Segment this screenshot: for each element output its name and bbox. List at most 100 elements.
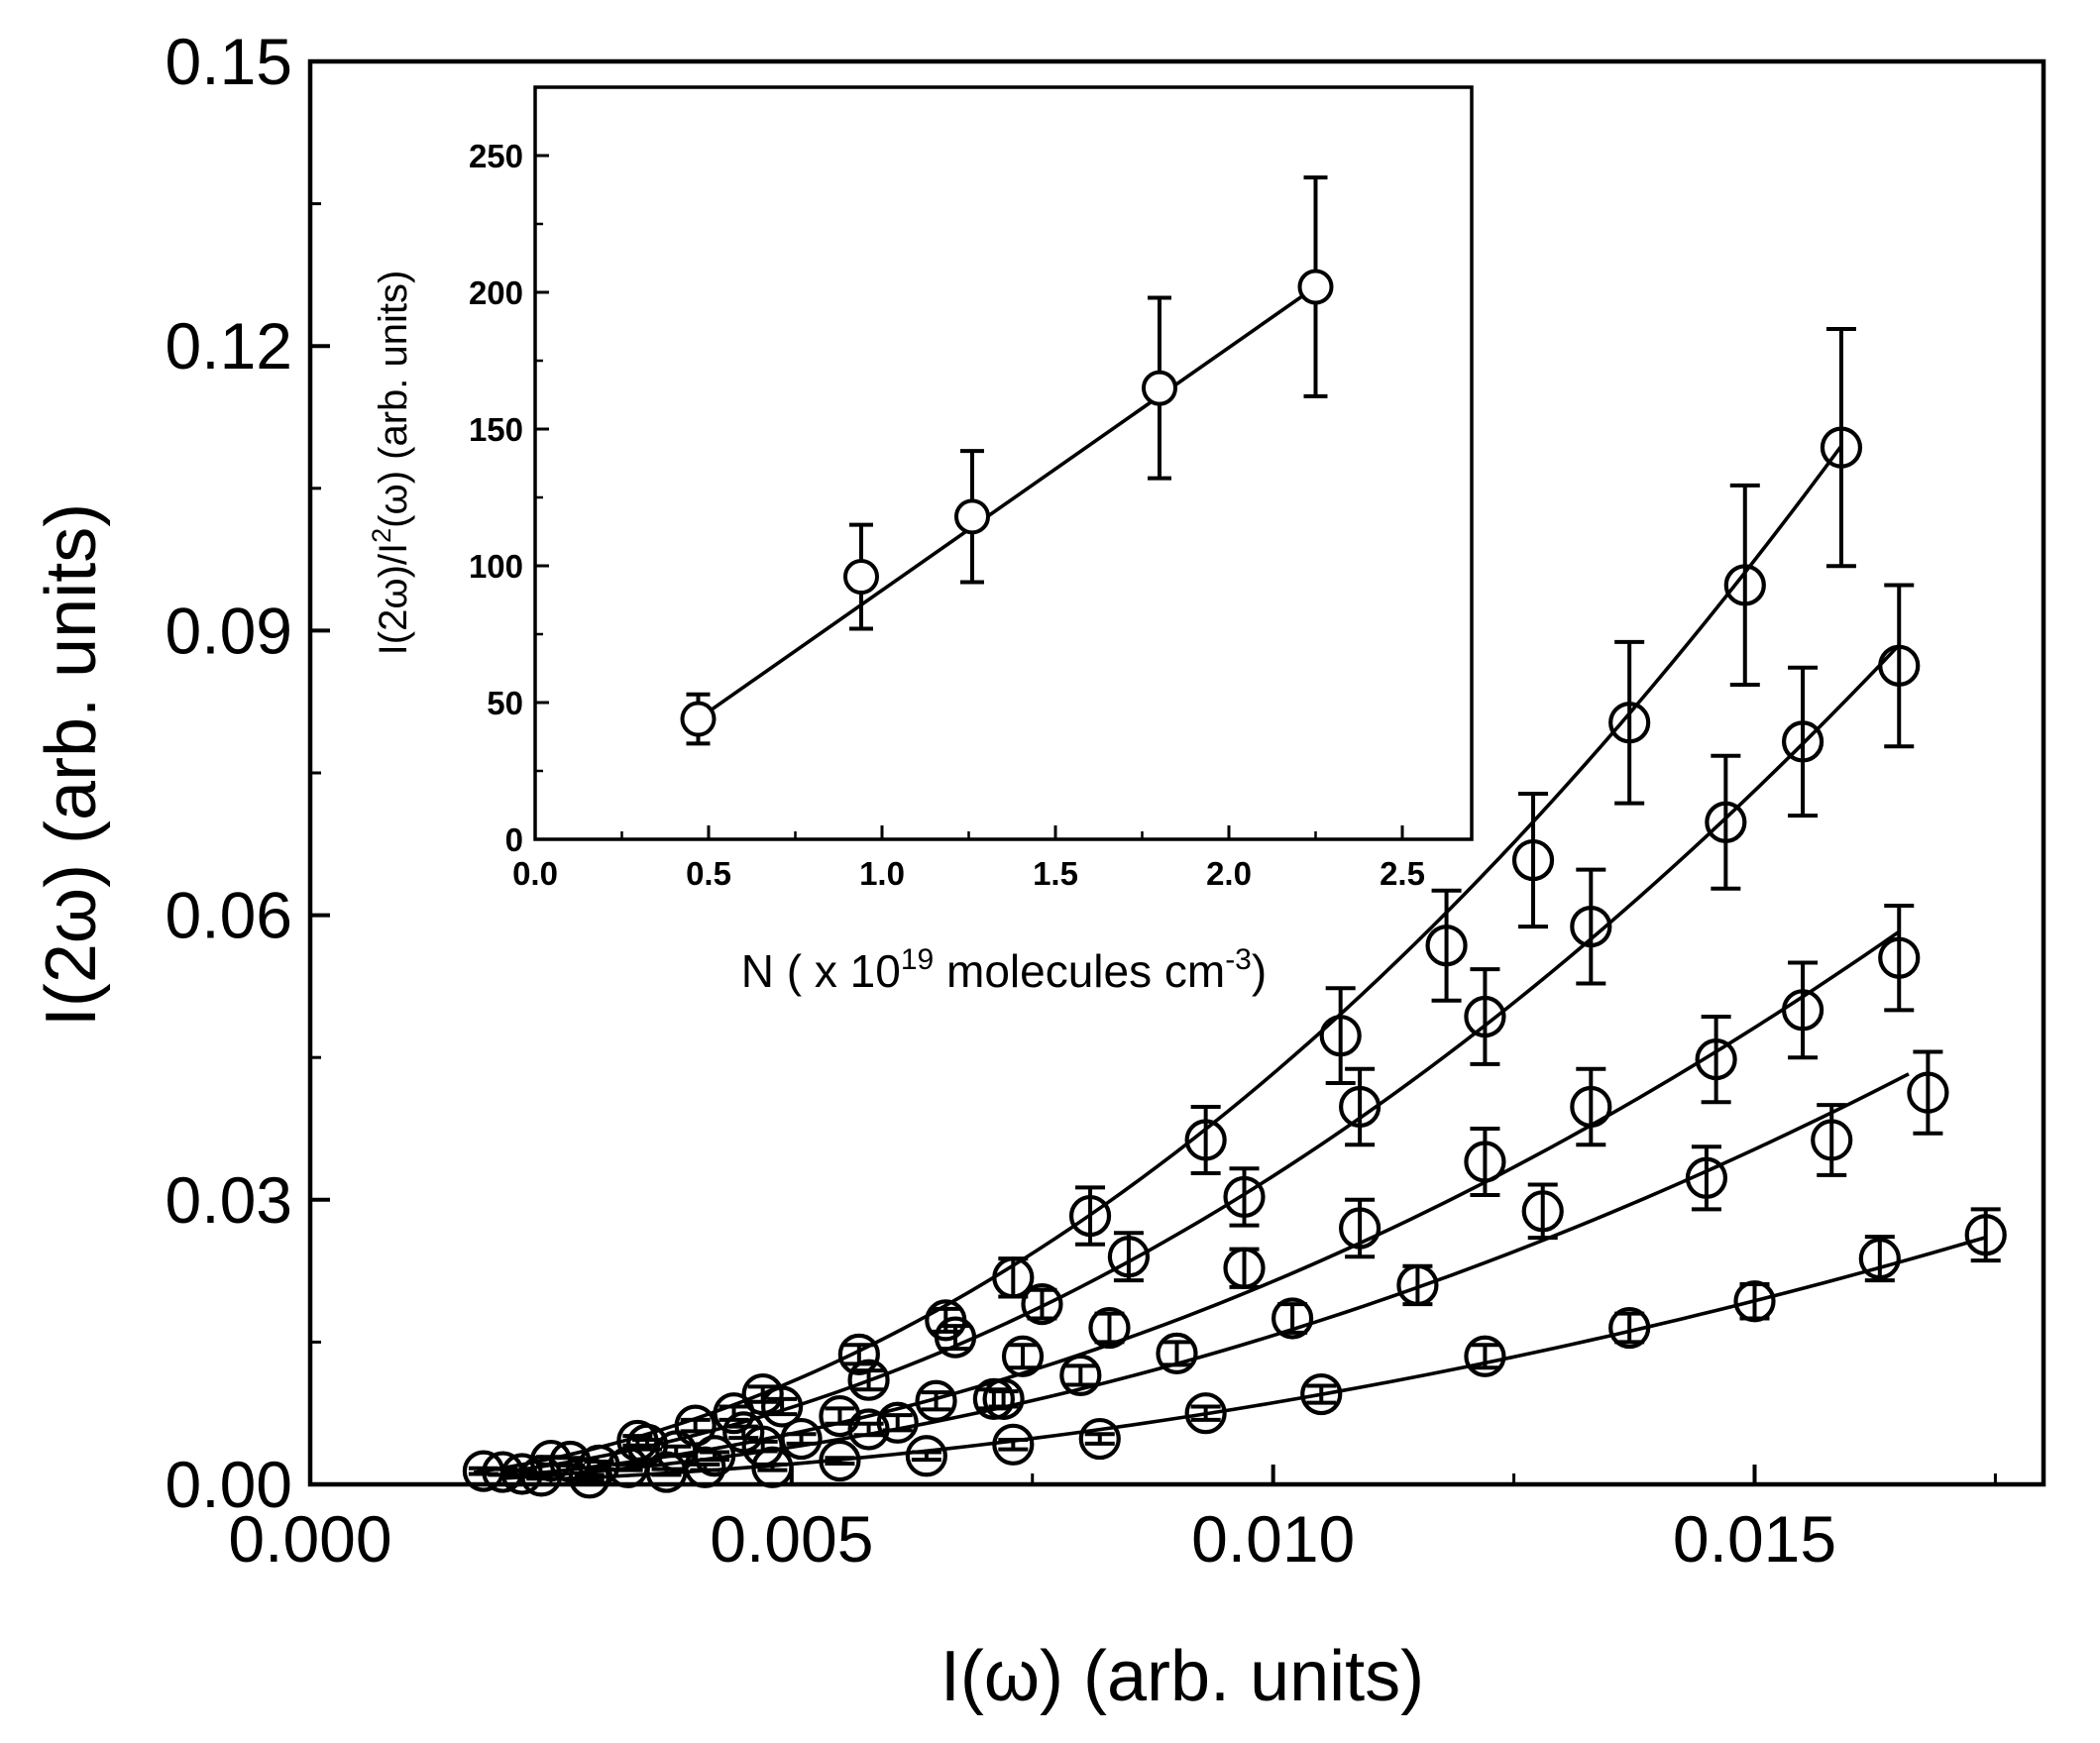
scatter-marker (1001, 1335, 1045, 1377)
x-tick-label: 0.010 (1191, 1502, 1355, 1576)
data-point (1319, 986, 1362, 1086)
scatter-marker (1156, 1332, 1198, 1374)
scatter-marker (780, 1417, 823, 1461)
data-point (1425, 888, 1468, 1003)
data-point (1570, 867, 1612, 986)
scatter-marker (1570, 905, 1612, 948)
inset-y-tick-label: 0 (505, 821, 523, 858)
data-point (1608, 639, 1651, 806)
scatter-marker (1021, 1283, 1063, 1326)
scatter-marker (1858, 1238, 1901, 1280)
scatter-marker (568, 1457, 610, 1499)
scatter-marker (1733, 1280, 1776, 1323)
scatter-marker (1570, 1085, 1612, 1129)
data-point (780, 1417, 823, 1461)
scatter-marker (1878, 936, 1921, 979)
scatter-marker (1059, 1354, 1102, 1397)
series-4-fit-curve (502, 1072, 1910, 1480)
series-5 (550, 1207, 2007, 1499)
inset-x-tick-label: 2.5 (1380, 855, 1425, 892)
data-point (1511, 792, 1555, 929)
inset-data-point (954, 449, 990, 585)
data-point (1059, 1354, 1102, 1397)
data-point (992, 1423, 1035, 1466)
data-point (1811, 1103, 1853, 1177)
inset-background (535, 87, 1472, 839)
scatter-marker (992, 1423, 1035, 1466)
data-point (1781, 665, 1824, 818)
scatter-marker (1300, 1372, 1343, 1416)
scatter-marker (693, 1435, 736, 1477)
scatter-marker (819, 1439, 861, 1482)
data-point (1464, 967, 1506, 1066)
data-point (1733, 1280, 1776, 1323)
scatter-marker (1297, 269, 1334, 305)
data-point (1858, 1235, 1901, 1283)
scatter-marker (1142, 370, 1177, 406)
inset-plot: 0.0 0.5 1.0 1.5 2.0 2.5 0 50 100 150 200 250 N ( x … (367, 85, 1474, 997)
data-point (1608, 1306, 1651, 1350)
data-point (761, 1385, 804, 1428)
scatter-marker (905, 1435, 947, 1477)
inset-x-tick-label: 1.5 (1033, 855, 1078, 892)
data-point (1068, 1185, 1112, 1247)
inset-ylabel-suffix: (ω) (arb. units) (372, 271, 415, 528)
data-point (1339, 1066, 1382, 1147)
data-point (1223, 1247, 1266, 1289)
scatter-marker (680, 701, 717, 737)
data-point (1685, 1144, 1728, 1212)
inset-data-point (843, 522, 879, 631)
scatter-marker (1820, 426, 1863, 469)
scatter-marker (1339, 1207, 1382, 1250)
x-tick-label: 0.000 (228, 1502, 391, 1576)
data-point (1184, 1104, 1227, 1175)
series-2-fit-curve (502, 643, 1901, 1474)
data-point (1907, 1049, 1949, 1136)
scatter-marker (847, 1408, 890, 1451)
data-point (934, 1316, 977, 1359)
inset-x-tick-label: 2.0 (1206, 855, 1252, 892)
inset-data-point (680, 692, 717, 746)
y-tick-label: 0.09 (166, 594, 292, 667)
scatter-marker (713, 1392, 755, 1435)
main-x-axis-label: I(ω) (arb. units) (940, 1637, 1424, 1716)
scatter-marker (1088, 1306, 1131, 1350)
scatter-marker (1425, 925, 1468, 967)
scatter-marker (1464, 995, 1506, 1038)
inset-y-axis-label: I(2ω)/I2(ω) (arb. units) (367, 271, 415, 656)
scatter-marker (1685, 1156, 1728, 1199)
scatter-marker (1068, 1194, 1112, 1238)
scatter-marker (1907, 1071, 1949, 1114)
main-y-axis-label: I(2ω) (arb. units) (32, 503, 111, 1027)
data-point (1464, 1335, 1506, 1377)
scatter-marker (1964, 1214, 2007, 1256)
scatter-marker (1811, 1119, 1853, 1161)
scatter-marker (954, 498, 990, 535)
data-point (1570, 1066, 1612, 1147)
scatter-marker (972, 1377, 1015, 1420)
scatter-marker (1271, 1297, 1314, 1340)
scatter-marker (1511, 838, 1555, 882)
data-point (1464, 1127, 1506, 1198)
inset-y-tick-label: 250 (469, 138, 523, 174)
scatter-marker (1521, 1190, 1564, 1233)
inset-xlabel-suffix: ) (1252, 945, 1267, 997)
data-point (819, 1439, 861, 1482)
scatter-marker (1695, 1038, 1737, 1081)
scatter-marker (837, 1333, 880, 1375)
scatter-marker (1223, 1175, 1266, 1219)
y-tick-label: 0.12 (166, 309, 292, 382)
scatter-marker (1184, 1119, 1227, 1161)
scatter-marker (1396, 1263, 1439, 1307)
inset-data-point (1297, 175, 1334, 398)
data-point (982, 1377, 1025, 1420)
inset-ylabel-prefix: I(2ω)/I (372, 543, 415, 655)
y-tick-label: 0.03 (166, 1163, 292, 1237)
scatter-marker (1078, 1417, 1121, 1461)
inset-xlabel-prefix: N ( x 10 (741, 945, 901, 997)
data-point (1339, 1197, 1382, 1259)
scatter-marker (1107, 1236, 1151, 1278)
scatter-marker (1184, 1392, 1227, 1435)
data-point (1223, 1166, 1266, 1228)
